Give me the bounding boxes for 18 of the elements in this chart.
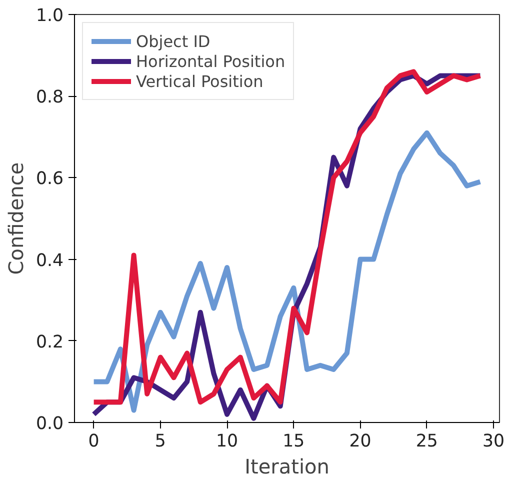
x-tick-label: 5 xyxy=(154,432,166,452)
y-tick-label: 0.2 xyxy=(36,332,64,352)
y-tick-label: 0.6 xyxy=(36,169,64,190)
legend-label: Horizontal Position xyxy=(136,52,286,70)
x-tick-label: 20 xyxy=(349,432,372,452)
y-tick-label: 0.8 xyxy=(36,88,64,108)
x-tick-label: 10 xyxy=(216,432,238,452)
x-axis-title: Iteration xyxy=(244,454,330,478)
legend-label: Vertical Position xyxy=(136,72,264,90)
x-tick-label: 15 xyxy=(282,432,305,452)
y-tick-label: 1.0 xyxy=(36,6,64,26)
y-axis-title: Confidence xyxy=(4,162,28,275)
x-tick-label: 30 xyxy=(482,432,505,452)
y-tick-label: 0.4 xyxy=(36,250,64,271)
y-tick-label: 0.0 xyxy=(36,414,64,434)
x-tick-label: 0 xyxy=(88,432,100,452)
x-tick-label: 25 xyxy=(416,432,438,452)
legend-label: Object ID xyxy=(136,32,210,50)
